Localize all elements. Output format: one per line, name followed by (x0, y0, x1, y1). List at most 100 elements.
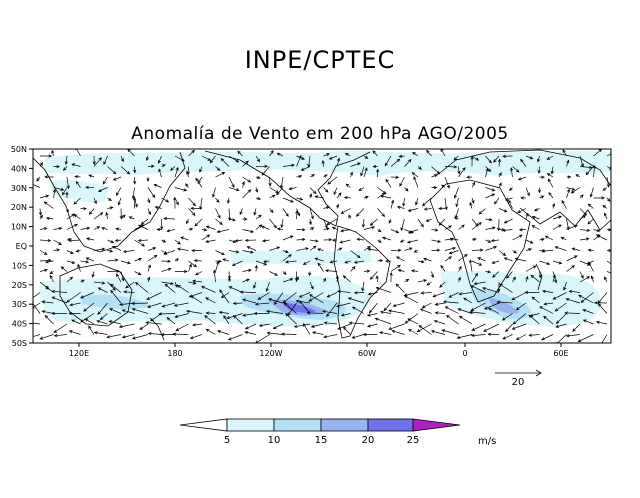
wind-vector (438, 206, 445, 211)
wind-vector (228, 187, 240, 192)
wind-vector (156, 227, 162, 232)
colorbar-level: 25 (407, 435, 420, 446)
wind-vector (425, 218, 432, 222)
wind-vector (191, 323, 203, 327)
wind-vector (498, 250, 507, 256)
wind-vector (174, 155, 185, 162)
wind-vector (458, 167, 466, 178)
wind-vector (65, 191, 69, 198)
wind-vector (413, 176, 419, 188)
wind-vector (309, 174, 316, 178)
wind-vector (41, 300, 54, 304)
wind-vector (44, 260, 54, 264)
wind-vector (497, 281, 501, 293)
wind-vector (582, 319, 594, 325)
wind-vector (539, 195, 545, 199)
wind-vector (120, 260, 131, 265)
wind-vector (377, 208, 386, 218)
lon-label: 120W (259, 349, 282, 358)
wind-vector (161, 239, 167, 243)
wind-vector (411, 172, 419, 178)
wind-vector (212, 187, 216, 198)
wind-vector (323, 238, 333, 242)
wind-vector (269, 208, 274, 214)
wind-vector (117, 197, 122, 206)
wind-vector (565, 298, 581, 304)
wind-vector (276, 227, 284, 231)
wind-vector (579, 228, 591, 232)
wind-vector (220, 292, 230, 299)
wind-vector (122, 249, 135, 254)
wind-vector (434, 302, 446, 306)
wind-vector (145, 155, 149, 161)
wind-vector (285, 313, 297, 325)
wind-vector (309, 227, 315, 231)
wind-vector (296, 174, 303, 178)
wind-vector (498, 208, 508, 213)
wind-vector (323, 321, 338, 325)
wind-vector (231, 260, 243, 267)
wind-vector (115, 227, 122, 231)
wind-vector (153, 183, 162, 188)
wind-vector (209, 155, 216, 164)
wind-vector (515, 302, 527, 311)
wind-vector (361, 218, 366, 228)
wind-vector (430, 330, 446, 335)
wind-vector (602, 187, 608, 191)
wind-vector (395, 283, 405, 293)
wind-vector (242, 250, 254, 254)
wind-vector (579, 271, 584, 279)
wind-vector (239, 208, 243, 216)
wind-vector (160, 332, 176, 337)
wind-vector (85, 257, 95, 262)
wind-vector (215, 260, 220, 272)
wind-vector (410, 269, 419, 273)
wind-vector (280, 218, 284, 229)
wind-vector (537, 187, 542, 194)
wind-vector (99, 313, 108, 321)
wind-vector (298, 292, 311, 298)
wind-vector (367, 292, 378, 296)
wind-vector (473, 281, 486, 286)
wind-vector (120, 214, 126, 220)
wind-vector (164, 283, 176, 293)
wind-vector (552, 260, 563, 265)
wind-vector (358, 187, 365, 192)
wind-vector (255, 334, 270, 343)
wind-vector (340, 313, 351, 317)
wind-vector (349, 171, 353, 178)
wind-vector (185, 183, 189, 188)
wind-vector (192, 279, 203, 283)
lon-label: 60W (358, 349, 376, 358)
wind-vector (177, 247, 189, 251)
wind-vector (589, 187, 594, 198)
wind-vector (377, 228, 382, 233)
wind-vector (404, 158, 412, 167)
wind-vector (147, 302, 162, 308)
wind-vector (140, 218, 149, 225)
wind-vector (166, 229, 176, 233)
wind-vector (579, 208, 588, 216)
wind-vector (327, 176, 338, 185)
wind-vector (161, 267, 172, 272)
wind-vector (93, 226, 101, 230)
wind-vector (93, 331, 108, 335)
wind-vector (80, 279, 85, 283)
wind-vector (232, 315, 243, 325)
wind-vector (361, 281, 365, 292)
wind-vector (43, 201, 54, 209)
wind-vector (147, 264, 151, 272)
wind-vector (592, 164, 597, 178)
wind-vector (75, 249, 81, 253)
wind-vector (114, 238, 122, 243)
wind-vector (66, 260, 76, 264)
wind-vector (107, 249, 114, 253)
wind-vector (107, 197, 112, 201)
wind-vector (116, 187, 122, 196)
shade-patch (50, 179, 110, 203)
wind-vector (539, 175, 545, 179)
wind-vector (587, 203, 594, 209)
wind-vector (571, 247, 581, 251)
wind-vector (431, 239, 442, 243)
lat-label: 10N (11, 223, 27, 232)
